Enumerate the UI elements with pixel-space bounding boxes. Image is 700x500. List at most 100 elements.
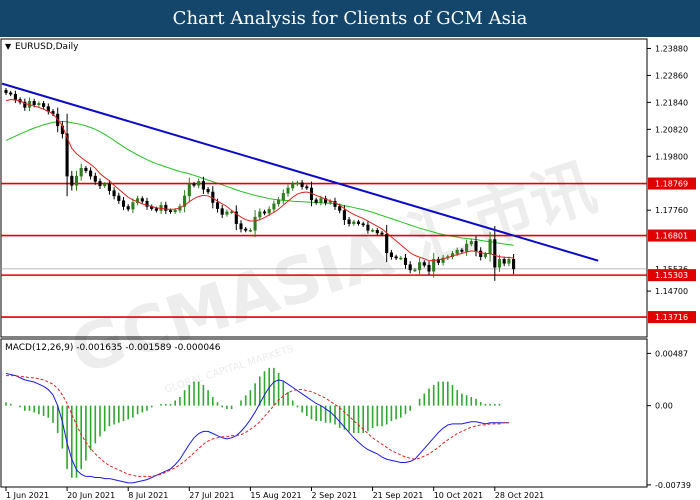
x-axis-layer: 1 Jun 2021 20 Jun 2021 8 Jul 2021 27 Jul 20… [5,487,544,500]
candle-body [375,230,379,234]
candle-body [164,204,168,211]
candle-body [389,252,393,257]
candle-body [338,206,342,211]
macd-tick-label: -0.00739 [655,481,691,490]
candle-body [272,203,276,210]
candle-body [333,200,337,207]
candle-body [262,211,267,214]
candle-body [192,183,196,186]
symbol-icon: ▼ [5,42,12,51]
symbol-label: EURUSD,Daily [15,42,79,52]
candle-body [121,200,126,207]
candle-body [74,175,79,186]
candle-body [136,198,140,203]
candle-body [168,210,173,213]
x-tick-label: 20 Jun 2021 [67,491,115,500]
level-label-layer: 1.18769 1.16801 1.15303 1.13716 [648,177,696,324]
x-tick-label: 28 Oct 2021 [495,491,544,500]
candle-body [399,257,403,260]
candle-body [65,133,69,177]
candle-body [9,92,13,95]
candle-body [300,182,304,187]
level-label-3: 1.13716 [655,313,688,322]
candle-body [258,211,262,218]
candle-body [197,181,201,186]
candle-body [352,221,356,224]
candle-body [356,221,361,224]
macd-layer [5,367,509,484]
candle-body [422,262,426,266]
ma-slow-line [5,120,514,246]
candle-body [248,230,252,232]
candle-body [70,175,74,186]
trend-layer [1,82,599,262]
candle-body [455,249,459,254]
candle-body [267,208,271,214]
chart-title-banner: Chart Analysis for Clients of GCM Asia [0,0,700,37]
candle-body [286,187,290,194]
level-label-bg-2 [648,269,696,282]
candle-body [305,186,309,189]
candle-body [112,190,116,197]
macd-tick-label: 0.00 [655,402,673,411]
level-label-1: 1.16801 [655,232,688,241]
candle-body [126,206,130,210]
candle-body [244,228,248,231]
candle-body [441,257,445,263]
price-tick-label: 1.19800 [655,152,688,161]
candle-body [291,183,295,189]
candle-body [479,250,483,257]
candle-body [314,199,318,203]
candle-body [507,259,511,264]
candle-body [220,208,224,215]
candle-body [98,181,102,187]
candle-body [253,216,257,231]
candle-body [225,211,229,215]
candle-body [42,103,46,107]
price-tick-label: 1.23880 [655,44,688,53]
level-label-bg-1 [648,229,696,242]
x-tick-label: 27 Jul 2021 [189,491,234,500]
candle-body [215,202,220,209]
candle-body [432,259,436,272]
candle-body [277,199,281,205]
candle-body [493,239,497,268]
candle-body [342,210,346,220]
candle-body [201,181,205,190]
candle-body [408,264,412,271]
candle-body [465,243,469,252]
candle-body [230,211,234,214]
candle-body [319,198,323,203]
price-tick-label: 1.21840 [655,98,688,107]
candle-body [107,183,111,191]
candle-body [281,193,285,201]
candle-body [89,170,93,177]
candle-body [361,223,365,226]
candle-body [239,223,243,230]
candle-body [103,183,107,187]
candle-body [512,259,516,270]
candle-body [460,249,464,252]
candle-body [79,167,83,177]
ma-fast-layer [5,98,514,262]
x-tick-label: 2 Sep 2021 [312,491,358,500]
candle-body [37,103,41,106]
candle-body [84,167,88,172]
candle-body [13,93,17,100]
candle-body [418,262,422,271]
candle-body [497,259,502,268]
candles-layer [4,87,516,281]
candle-body [380,232,384,235]
candle-body [469,241,473,245]
candle-body [117,195,121,201]
x-tick-label: 15 Aug 2021 [250,491,301,500]
price-tick-label: 1.22860 [655,71,688,80]
candle-body [371,230,375,232]
price-axis-layer: 1.23880 1.22860 1.21840 1.20820 1.19800 1.177… [647,44,688,296]
candle-body [347,219,351,224]
candle-body [131,202,135,210]
x-tick-label: 8 Jul 2021 [128,491,168,500]
candle-body [4,89,8,94]
macd-title: MACD(12,26,9) -0.001635 -0.001589 -0.000… [5,343,221,353]
candle-body [483,253,487,257]
